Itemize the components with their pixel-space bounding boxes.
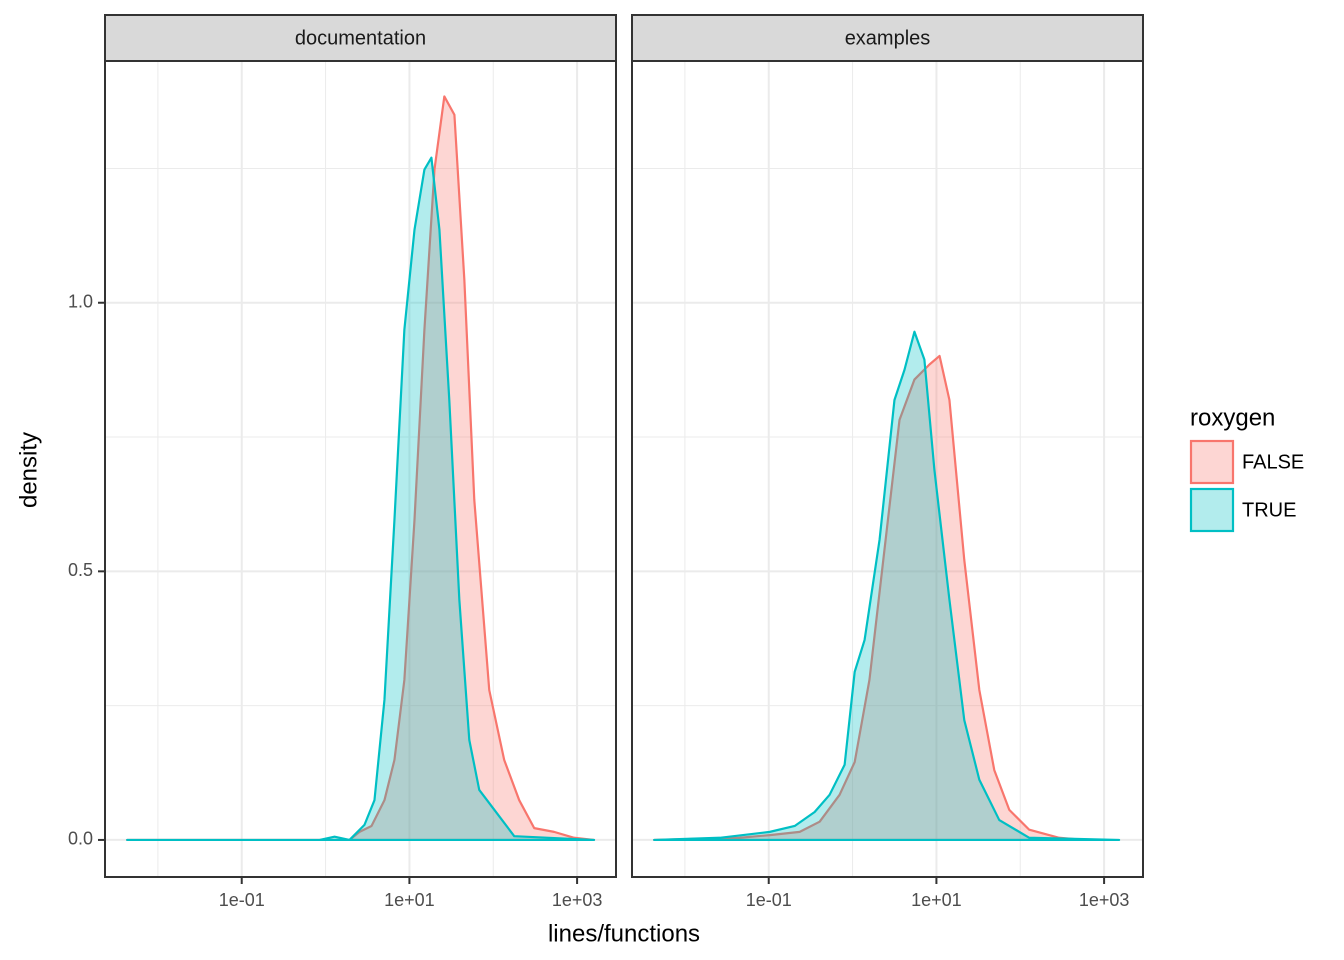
facet-strip [631, 14, 1144, 62]
x-tick-label: 1e+03 [552, 890, 603, 910]
density-area [653, 330, 1121, 842]
facet-title: examples [845, 27, 931, 49]
legend-label: TRUE [1242, 499, 1296, 521]
x-tick-label: 1e-01 [746, 890, 792, 910]
facet-title: documentation [295, 27, 426, 49]
x-tick-label: 1e+01 [911, 890, 962, 910]
y-tick-label: 1.0 [68, 291, 93, 311]
x-tick-label: 1e-01 [219, 890, 265, 910]
facet-strip [104, 14, 617, 62]
legend-key [1189, 439, 1235, 485]
x-axis-title: lines/functions [548, 920, 700, 947]
y-tick-label: 0.5 [68, 560, 93, 580]
legend-label: FALSE [1242, 451, 1304, 473]
y-tick-label: 0.0 [68, 829, 93, 849]
x-tick-label: 1e+01 [384, 890, 435, 910]
y-axis-title: density [15, 432, 42, 508]
density-area [126, 95, 596, 842]
legend-key [1189, 487, 1235, 533]
density-area [126, 156, 596, 842]
panel-background [105, 61, 616, 877]
density-area [653, 354, 1086, 842]
x-tick-label: 1e+03 [1079, 890, 1130, 910]
legend-title: roxygen [1190, 404, 1275, 431]
